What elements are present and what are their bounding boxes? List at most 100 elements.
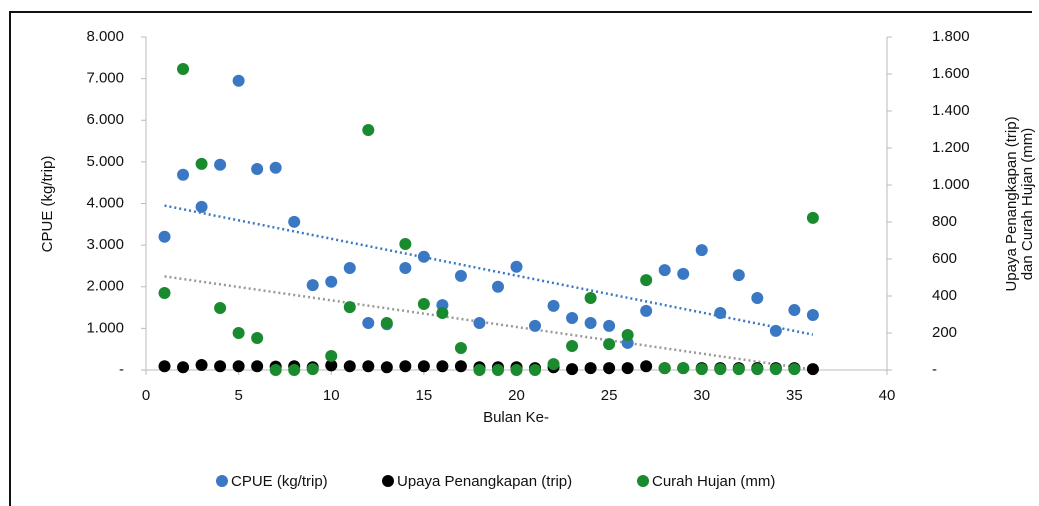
y-tick-label: 2.000 [86,278,124,295]
y2-tick-label: 600 [932,250,957,267]
point [158,287,171,300]
y2-tick-label: 400 [932,287,957,304]
point [806,309,819,322]
point [677,267,690,280]
point [362,360,375,373]
x-tick-label: 0 [142,387,150,404]
point [769,324,782,337]
point [251,331,264,344]
point [621,329,634,342]
point [177,168,190,181]
y-tick-label: 5.000 [86,153,124,170]
point [343,360,356,373]
point [362,316,375,329]
x-tick-label: 20 [508,387,525,404]
point [640,304,653,317]
x-tick-label: 15 [416,387,433,404]
y2-tick-label: 1.200 [932,139,970,156]
x-tick-label: 40 [879,387,896,404]
trendline [164,204,814,336]
point [584,316,597,329]
x-tick-label: 30 [693,387,710,404]
y2-axis-label: dan Curah Hujan (mm) [1019,128,1036,281]
point [603,319,616,332]
legend-marker [382,475,394,487]
point [232,360,245,373]
point [399,238,412,251]
point [214,360,227,373]
y2-axis-label: Upaya Penangkapan (trip) [1003,116,1020,291]
x-axis-label: Bulan Ke- [483,409,549,426]
point [454,341,467,354]
y2-tick-label: 200 [932,324,957,341]
legend-label: CPUE (kg/trip) [231,473,328,490]
frame [9,11,1032,506]
point [529,364,542,376]
legend-label: Curah Hujan (mm) [652,473,775,490]
point [751,363,764,376]
y-tick-label: 3.000 [86,236,124,253]
point [584,362,597,375]
point [306,363,319,376]
point [454,269,467,282]
point [640,360,653,373]
point [695,363,708,376]
y-tick-label: 6.000 [86,111,124,128]
x-tick-label: 35 [786,387,803,404]
point [732,363,745,376]
x-tick-label: 25 [601,387,618,404]
point [399,262,412,275]
legend-label: Upaya Penangkapan (trip) [397,473,572,490]
point [417,360,430,373]
point [473,364,486,376]
y2-tick-label: 800 [932,213,957,230]
point [547,299,560,312]
point [714,363,727,376]
point [380,317,393,330]
y-tick-label: 7.000 [86,70,124,87]
point [251,162,264,175]
point [195,359,208,372]
point [269,161,282,174]
point [436,360,449,373]
y-tick-label: 8.000 [86,28,124,45]
trendline [164,275,814,371]
point [417,297,430,310]
point [251,360,264,373]
point [732,269,745,282]
point [788,363,801,376]
point [658,362,671,375]
legend-marker [216,475,228,487]
point [788,304,801,317]
point [436,307,449,320]
point [325,349,338,362]
y2-tick-label: 1.800 [932,28,970,45]
point [547,358,560,371]
x-tick-label: 5 [234,387,242,404]
point [603,362,616,375]
legend-marker [637,475,649,487]
point [714,306,727,319]
point [769,363,782,376]
point [603,338,616,351]
point [288,364,301,376]
y2-tick-label: - [932,361,937,378]
point [214,158,227,171]
point [566,311,579,324]
point [806,211,819,224]
point [491,280,504,293]
point [306,279,319,292]
y2-tick-label: 1.600 [932,65,970,82]
point [343,262,356,275]
point [751,291,764,304]
point [380,361,393,374]
point [288,215,301,228]
point [584,292,597,305]
point [232,74,245,87]
point [158,230,171,243]
point [399,360,412,373]
point [806,363,819,376]
point [158,360,171,373]
